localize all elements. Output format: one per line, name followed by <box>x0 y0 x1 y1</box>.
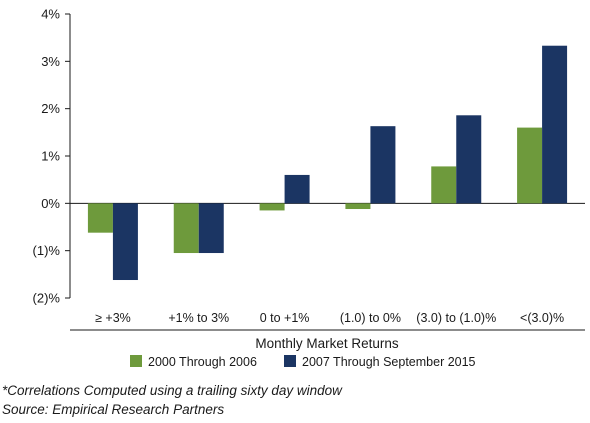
bar-chart: (2)% (1)% 0% 1% 2% 3% 4% ≥ +3% +1% to 3% 0 to +1… <box>33 7 585 369</box>
bar-series2 <box>198 203 224 254</box>
x-axis-categories: ≥ +3% +1% to 3% 0 to +1% (1.0) to 0% (3.0) t… <box>95 311 564 325</box>
y-axis: (2)% (1)% 0% 1% 2% 3% 4% <box>33 7 585 306</box>
bar-series2 <box>370 126 396 204</box>
x-category-label: (3.0) to (1.0)% <box>416 311 496 325</box>
y-tick-label: 1% <box>41 149 60 164</box>
bar-series2 <box>284 174 310 204</box>
bar-series2 <box>456 115 482 204</box>
x-category-label: +1% to 3% <box>168 311 229 325</box>
x-axis-title: Monthly Market Returns <box>255 336 399 351</box>
y-tick-label: 2% <box>41 101 60 116</box>
x-category-label: ≥ +3% <box>95 311 131 325</box>
x-category-label: <(3.0)% <box>520 311 564 325</box>
legend-label: 2007 Through September 2015 <box>302 355 476 369</box>
y-tick-label: (2)% <box>33 291 61 306</box>
legend: 2000 Through 2006 2007 Through September … <box>130 355 476 369</box>
y-tick-label: 3% <box>41 54 60 69</box>
bar-series1 <box>517 127 543 204</box>
bar-series2 <box>112 203 138 281</box>
footnote-correlations: *Correlations Computed using a trailing … <box>2 383 342 398</box>
y-tick-label: 4% <box>41 7 60 22</box>
footnote-source: Source: Empirical Research Partners <box>2 402 225 417</box>
bar-series1 <box>87 203 113 233</box>
legend-swatch <box>130 355 142 367</box>
bar-series1 <box>345 203 371 210</box>
legend-swatch <box>284 355 296 367</box>
bars-layer <box>87 45 568 281</box>
bar-series1 <box>173 203 199 254</box>
y-tick-label: 0% <box>41 196 60 211</box>
x-category-label: (1.0) to 0% <box>340 311 401 325</box>
bar-series1 <box>259 203 285 211</box>
legend-label: 2000 Through 2006 <box>148 355 257 369</box>
bar-series1 <box>431 166 457 204</box>
y-tick-label: (1)% <box>33 243 61 258</box>
bar-series2 <box>542 45 568 204</box>
x-category-label: 0 to +1% <box>260 311 310 325</box>
